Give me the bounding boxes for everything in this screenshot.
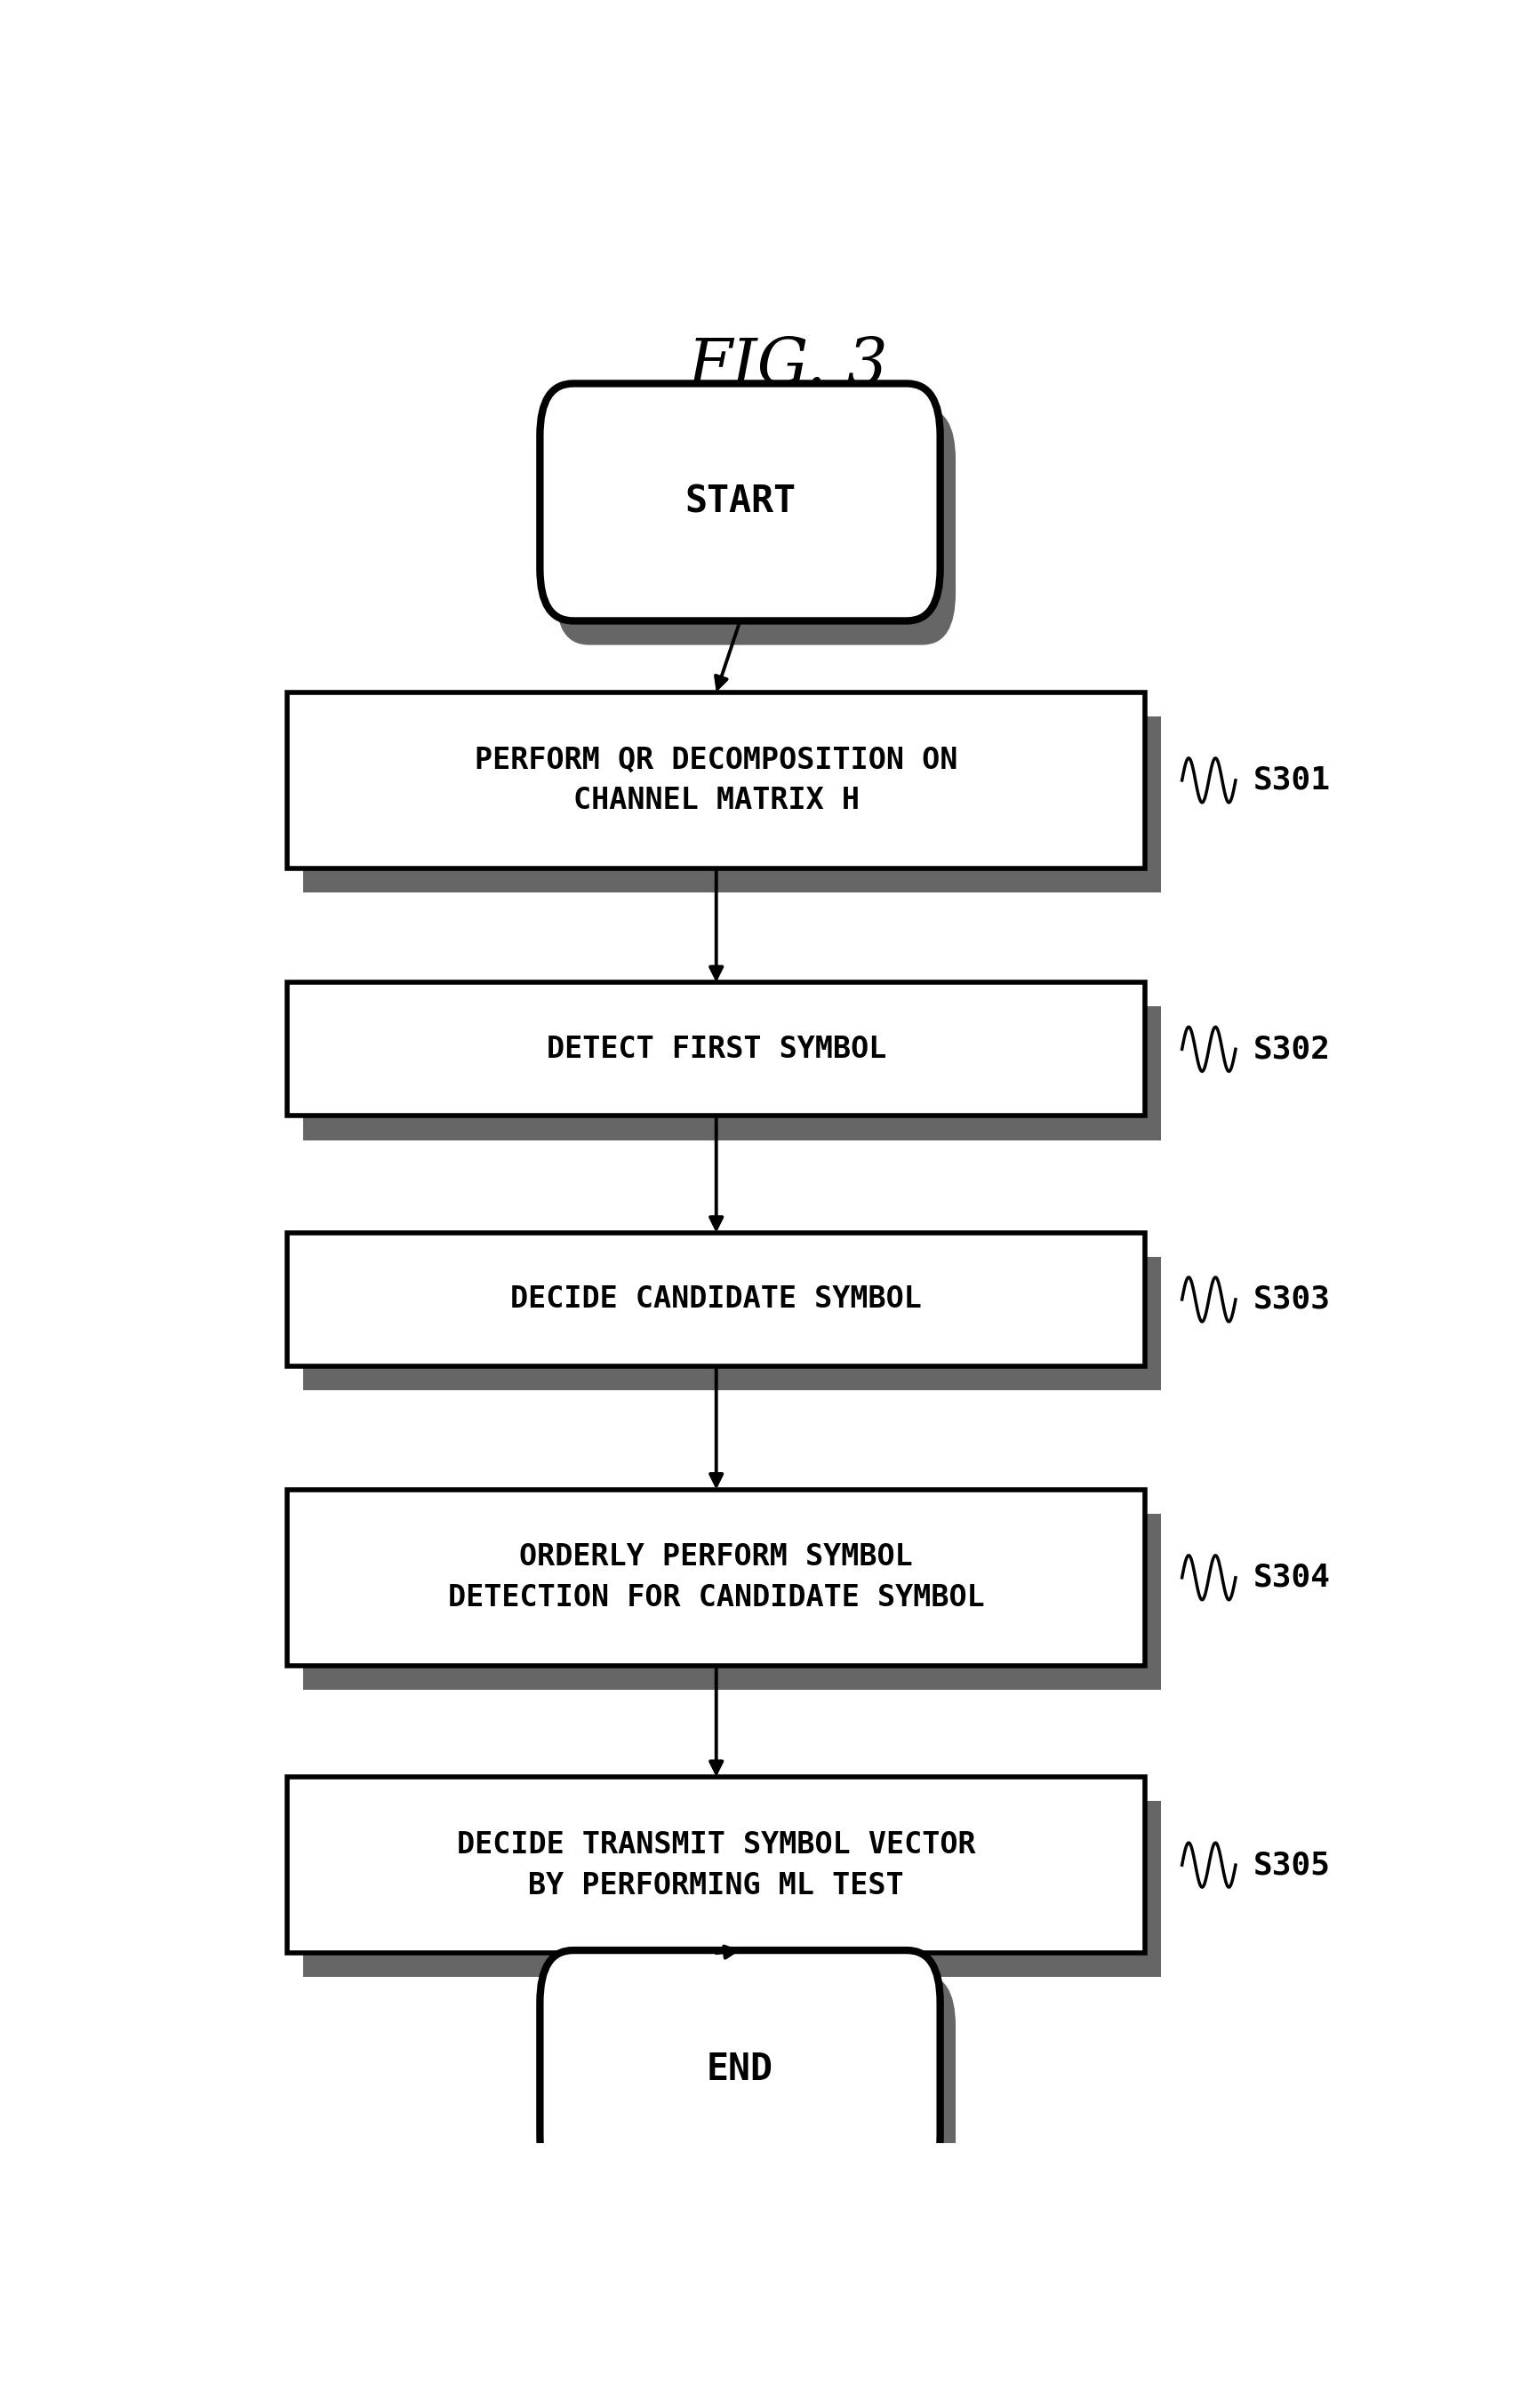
- FancyBboxPatch shape: [555, 407, 956, 645]
- Text: END: END: [707, 2049, 773, 2088]
- FancyBboxPatch shape: [287, 1777, 1145, 1953]
- FancyBboxPatch shape: [303, 1257, 1160, 1389]
- FancyBboxPatch shape: [287, 691, 1145, 869]
- FancyBboxPatch shape: [303, 1007, 1160, 1139]
- Text: PERFORM QR DECOMPOSITION ON
CHANNEL MATRIX H: PERFORM QR DECOMPOSITION ON CHANNEL MATR…: [475, 744, 958, 816]
- Text: FIG. 3: FIG. 3: [687, 335, 888, 397]
- FancyBboxPatch shape: [287, 982, 1145, 1115]
- Text: S305: S305: [1254, 1849, 1331, 1881]
- Text: DETECT FIRST SYMBOL: DETECT FIRST SYMBOL: [546, 1035, 887, 1064]
- FancyBboxPatch shape: [287, 1491, 1145, 1666]
- Text: S303: S303: [1254, 1283, 1331, 1315]
- Text: ORDERLY PERFORM SYMBOL
DETECTION FOR CANDIDATE SYMBOL: ORDERLY PERFORM SYMBOL DETECTION FOR CAN…: [447, 1544, 985, 1613]
- FancyBboxPatch shape: [303, 1801, 1160, 1977]
- Text: S301: S301: [1254, 766, 1331, 795]
- FancyBboxPatch shape: [287, 1233, 1145, 1365]
- Text: S302: S302: [1254, 1033, 1331, 1064]
- FancyBboxPatch shape: [555, 1975, 956, 2211]
- Text: DECIDE CANDIDATE SYMBOL: DECIDE CANDIDATE SYMBOL: [510, 1286, 922, 1315]
- FancyBboxPatch shape: [539, 1950, 941, 2186]
- FancyBboxPatch shape: [539, 383, 941, 621]
- FancyBboxPatch shape: [303, 1515, 1160, 1690]
- FancyBboxPatch shape: [303, 715, 1160, 893]
- Text: S304: S304: [1254, 1563, 1331, 1592]
- Text: DECIDE TRANSMIT SYMBOL VECTOR
BY PERFORMING ML TEST: DECIDE TRANSMIT SYMBOL VECTOR BY PERFORM…: [456, 1830, 976, 1900]
- Text: START: START: [684, 484, 796, 520]
